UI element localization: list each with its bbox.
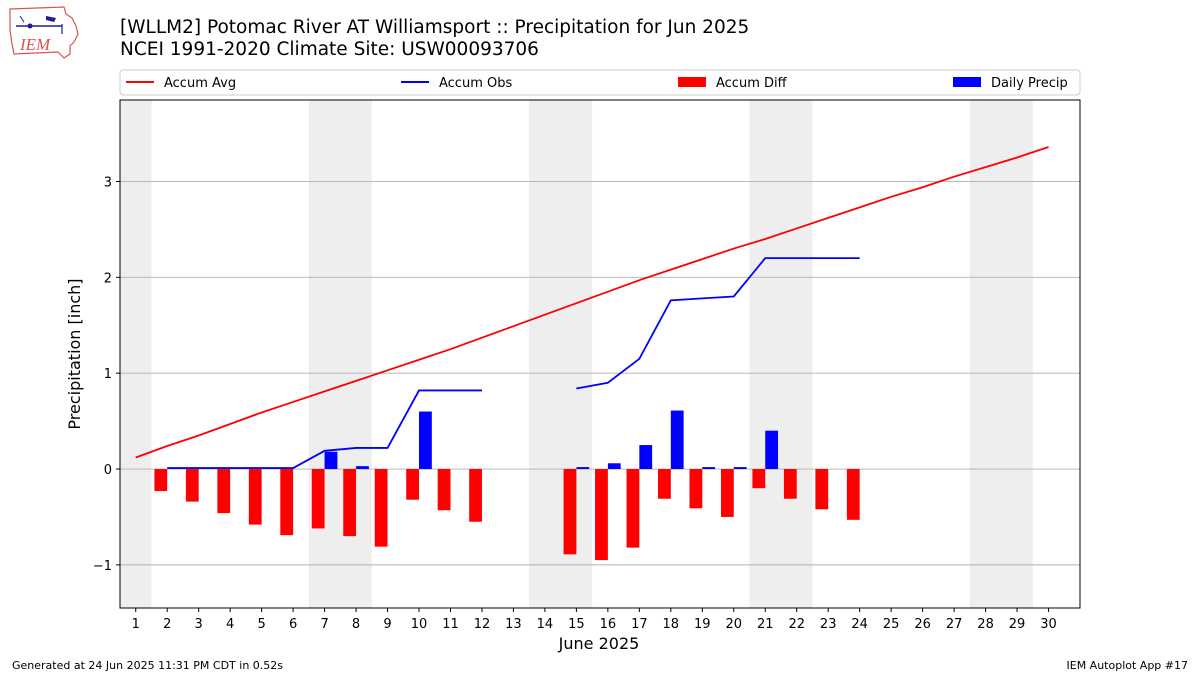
logo-text: IEM bbox=[19, 35, 51, 54]
x-tick-label: 11 bbox=[442, 617, 459, 632]
x-tick-label: 12 bbox=[474, 617, 491, 632]
plot-frame bbox=[119, 99, 1081, 609]
x-tick-label: 25 bbox=[883, 617, 900, 632]
x-tick-label: 24 bbox=[851, 617, 868, 632]
x-tick-label: 4 bbox=[226, 617, 234, 632]
accum-diff-bar bbox=[752, 469, 766, 489]
weekend-shade bbox=[120, 100, 152, 608]
daily-precip-bar bbox=[607, 463, 621, 470]
y-axis-label: Precipitation [inch] bbox=[65, 278, 84, 429]
accum-diff-bar bbox=[595, 469, 608, 561]
daily-precip-bar bbox=[576, 467, 590, 470]
legend-patch-swatch bbox=[678, 77, 706, 87]
accum-obs-line bbox=[576, 257, 860, 390]
weekend-shade bbox=[529, 100, 593, 608]
daily-precip-bar bbox=[356, 466, 369, 470]
x-tick-label: 8 bbox=[352, 617, 360, 632]
x-tick-label: 26 bbox=[914, 617, 931, 632]
legend-patch-swatch bbox=[953, 77, 981, 87]
x-tick-label: 16 bbox=[600, 617, 617, 632]
accum-diff-bar bbox=[563, 469, 577, 555]
x-tick-label: 15 bbox=[568, 617, 585, 632]
x-tick-label: 10 bbox=[411, 617, 428, 632]
y-tick-label: 3 bbox=[104, 175, 112, 190]
legend: Accum Avg Accum Obs Accum Diff Daily Precip bbox=[119, 69, 1081, 96]
legend-label: Accum Obs bbox=[439, 76, 512, 91]
accum-diff-bar bbox=[154, 469, 168, 492]
weekend-shade bbox=[749, 100, 813, 608]
x-tick-label: 30 bbox=[1040, 617, 1057, 632]
x-tick-label: 28 bbox=[977, 617, 994, 632]
legend-box bbox=[119, 69, 1081, 96]
legend-label: Daily Precip bbox=[991, 76, 1068, 91]
accum-diff-bar bbox=[469, 469, 482, 522]
daily-precip-bar bbox=[765, 430, 779, 470]
x-tick-label: 17 bbox=[631, 617, 648, 632]
x-tick-label: 2 bbox=[163, 617, 171, 632]
x-tick-label: 6 bbox=[289, 617, 297, 632]
accum-obs-line bbox=[167, 389, 482, 469]
y-tick-label: 2 bbox=[104, 271, 112, 286]
legend-label: Accum Diff bbox=[716, 76, 788, 91]
footer-generated: Generated at 24 Jun 2025 11:31 PM CDT in… bbox=[12, 659, 284, 672]
x-tick-label: 14 bbox=[537, 617, 554, 632]
accum-diff-bar bbox=[815, 469, 829, 510]
x-tick-label: 5 bbox=[257, 617, 265, 632]
iem-logo: IEM bbox=[9, 6, 79, 59]
accum-diff-bar bbox=[846, 469, 860, 520]
x-tick-label: 20 bbox=[725, 617, 742, 632]
footer-app: IEM Autoplot App #17 bbox=[1066, 659, 1189, 672]
x-tick-label: 9 bbox=[383, 617, 391, 632]
x-tick-label: 3 bbox=[195, 617, 203, 632]
accum-diff-bar bbox=[689, 469, 703, 509]
chart-title: [WLLM2] Potomac River AT Williamsport ::… bbox=[120, 17, 750, 38]
accum-avg-line bbox=[135, 146, 1049, 459]
x-tick-label: 29 bbox=[1009, 617, 1026, 632]
accum-diff-bar bbox=[343, 469, 357, 537]
cloud-icon bbox=[46, 16, 56, 22]
x-tick-label: 22 bbox=[788, 617, 805, 632]
y-tick-label: 1 bbox=[104, 367, 112, 382]
x-tick-label: 18 bbox=[663, 617, 680, 632]
x-tick-label: 1 bbox=[132, 617, 140, 632]
accum-diff-bar bbox=[248, 469, 262, 525]
accum-diff-bar bbox=[658, 469, 671, 499]
accum-diff-bar bbox=[185, 469, 199, 502]
accum-diff-bar bbox=[374, 469, 388, 547]
daily-precip-bar bbox=[733, 467, 747, 470]
daily-precip-bar bbox=[639, 445, 653, 470]
weekend-shade bbox=[969, 100, 1033, 608]
accum-diff-bar bbox=[217, 469, 231, 514]
accum-diff-bar bbox=[720, 469, 734, 517]
y-tick-label: 0 bbox=[104, 463, 112, 478]
accum-diff-bar bbox=[406, 469, 420, 500]
legend-label: Accum Avg bbox=[164, 76, 236, 91]
x-tick-label: 7 bbox=[320, 617, 328, 632]
iowa-outline-icon bbox=[9, 6, 79, 59]
accum-diff-bar bbox=[280, 469, 294, 536]
accum-diff-bar bbox=[626, 469, 640, 548]
accum-diff-bar bbox=[311, 469, 325, 529]
x-tick-label: 23 bbox=[820, 617, 837, 632]
y-tick-label: −1 bbox=[93, 559, 112, 574]
x-tick-label: 19 bbox=[694, 617, 711, 632]
accum-diff-bar bbox=[783, 469, 797, 499]
x-tick-label: 21 bbox=[757, 617, 774, 632]
daily-precip-bar bbox=[324, 451, 338, 470]
x-tick-label: 13 bbox=[505, 617, 522, 632]
daily-precip-bar bbox=[419, 411, 432, 470]
x-axis-label: June 2025 bbox=[558, 634, 640, 653]
daily-precip-bar bbox=[702, 467, 716, 470]
x-tick-label: 27 bbox=[946, 617, 963, 632]
daily-precip-bar bbox=[670, 410, 684, 470]
accum-diff-bar bbox=[437, 469, 451, 511]
chart-subtitle: NCEI 1991-2020 Climate Site: USW00093706 bbox=[120, 39, 539, 60]
weekend-shade bbox=[308, 100, 372, 608]
